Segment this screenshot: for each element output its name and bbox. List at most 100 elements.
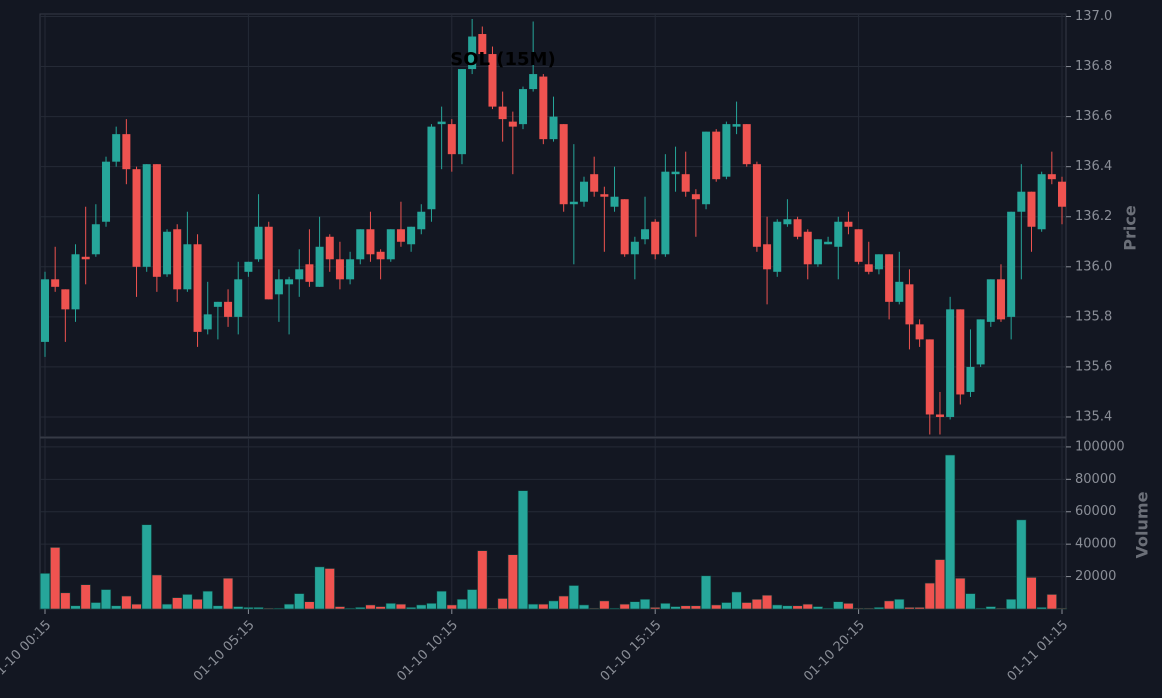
candle-body	[895, 281, 904, 302]
volume-bar	[1026, 577, 1037, 610]
chart-title: SOL (15M)	[450, 49, 555, 70]
candle-body	[396, 229, 405, 242]
volume-bar	[924, 582, 935, 610]
candle-body	[305, 264, 314, 282]
x-tick-label: 01-10 00:15	[0, 618, 54, 685]
volume-bar	[619, 603, 630, 610]
volume-bar	[477, 550, 488, 610]
volume-axis-label: Volume	[1133, 491, 1152, 558]
candle-body	[641, 229, 650, 240]
candle-body	[224, 301, 233, 317]
candle-body	[661, 171, 670, 255]
candle-body	[763, 244, 772, 270]
y-tick-label: 135.4	[1075, 409, 1112, 424]
volume-bar	[965, 593, 976, 610]
x-tick-label: 01-10 05:15	[191, 618, 258, 685]
volume-bar	[161, 603, 173, 610]
volume-bar	[426, 603, 437, 610]
candle-body	[915, 324, 924, 340]
volume-bar	[70, 605, 81, 610]
candle-body	[803, 231, 812, 265]
candle-body	[885, 254, 894, 302]
volume-bar	[731, 591, 742, 610]
volume-bar	[406, 607, 417, 610]
volume-bar	[111, 605, 122, 610]
candle-body	[335, 259, 344, 280]
x-tick-label: 01-10 15:15	[598, 618, 665, 685]
y-tick-label: 136.2	[1075, 209, 1112, 224]
candle-body	[91, 224, 100, 255]
candle-body	[610, 196, 619, 207]
volume-bar	[894, 598, 905, 610]
candle-body	[244, 261, 253, 272]
volume-bar	[172, 597, 183, 610]
candle-body	[427, 126, 436, 210]
y-tick-label: 136.0	[1075, 259, 1112, 274]
volume-bar	[497, 598, 508, 610]
candle-body	[742, 124, 751, 165]
candle-body	[1017, 191, 1026, 212]
volume-bar	[985, 606, 996, 610]
candle-body	[549, 116, 558, 140]
volume-bar	[212, 605, 223, 610]
candle-body	[691, 194, 700, 200]
candle-body	[671, 171, 680, 175]
volume-bar	[955, 577, 966, 610]
volume-bar	[690, 605, 701, 610]
y-tick-label: 136.4	[1075, 159, 1112, 174]
volume-bar	[772, 604, 783, 610]
volume-bar	[863, 607, 874, 610]
candle-body	[905, 284, 914, 325]
volume-bar	[578, 604, 590, 610]
volume-bar	[700, 575, 712, 610]
candle-body	[529, 74, 538, 90]
candle-body	[274, 279, 283, 295]
candle-body	[447, 124, 456, 155]
candle-body	[356, 229, 365, 260]
volume-bar	[609, 607, 620, 610]
price-panel	[39, 13, 1067, 438]
candle-body	[752, 164, 761, 247]
y-tick-label: 135.6	[1075, 359, 1112, 374]
candle-body	[1047, 174, 1056, 180]
candle-body	[518, 89, 527, 125]
candle-body	[142, 164, 151, 267]
candle-body	[732, 124, 741, 127]
candle-body	[844, 221, 853, 227]
volume-bar	[589, 607, 600, 610]
candle-body	[51, 279, 60, 287]
volume-bar	[1036, 607, 1047, 610]
volume-bar	[1056, 607, 1068, 610]
volume-bar	[528, 603, 539, 610]
candle-body	[376, 251, 385, 260]
volume-bar	[90, 602, 101, 610]
candle-body	[468, 36, 477, 70]
volume-tick-label: 60000	[1075, 504, 1116, 519]
candle-body	[132, 169, 141, 267]
x-tick-label: 01-11 01:15	[1005, 618, 1072, 685]
candle-body	[539, 76, 548, 140]
volume-bar	[233, 606, 244, 610]
volume-tick-label: 80000	[1075, 472, 1116, 487]
volume-bar	[761, 594, 773, 610]
candle-body	[346, 259, 355, 280]
candle-body	[956, 309, 965, 395]
candle-body	[508, 121, 517, 127]
y-tick-label: 136.6	[1075, 109, 1112, 124]
volume-tick-label: 40000	[1075, 537, 1116, 552]
volume-bar	[375, 606, 386, 610]
volume-bar	[904, 607, 915, 610]
candle-body	[457, 69, 466, 155]
candle-body	[925, 339, 934, 415]
volume-bar	[782, 605, 793, 610]
volume-bar	[1046, 594, 1057, 610]
volume-bar	[456, 598, 468, 610]
volume-tick-label: 20000	[1075, 569, 1116, 584]
candle-body	[996, 279, 1005, 320]
candle-body	[488, 54, 497, 107]
volume-bar	[660, 603, 671, 610]
volume-bar	[314, 566, 325, 610]
volume-bar	[833, 601, 844, 610]
marks	[39, 14, 1071, 614]
volume-bar	[517, 490, 529, 610]
